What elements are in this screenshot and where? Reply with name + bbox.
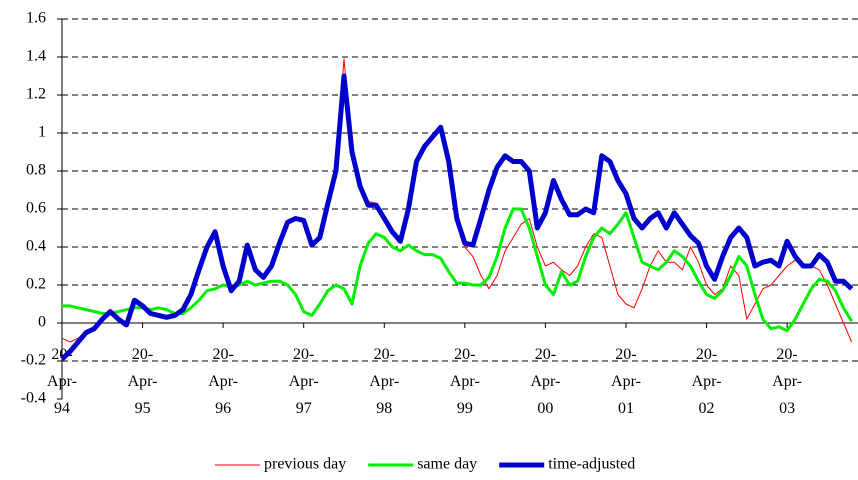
x-tick-label-part: 20- xyxy=(454,346,475,363)
x-tick-label-part: 94 xyxy=(54,400,70,417)
x-tick-label-part: Apr- xyxy=(772,373,802,390)
x-tick-label: 20- Apr- 97 xyxy=(289,346,319,417)
y-tick-label: 1.4 xyxy=(26,48,46,65)
x-tick-label-part: 98 xyxy=(376,400,392,417)
x-tick-label-part: 95 xyxy=(135,400,151,417)
x-tick-label-part: Apr- xyxy=(530,373,560,390)
series-line xyxy=(60,73,854,361)
y-tick-label: 1.6 xyxy=(26,10,46,27)
legend: previous day same day time-adjusted xyxy=(215,456,635,473)
x-tick-label-part: 20- xyxy=(374,346,395,363)
y-tick-label: 1.2 xyxy=(26,86,46,103)
x-tick-label-part: Apr- xyxy=(369,373,399,390)
x-tick-label-part: Apr- xyxy=(128,373,158,390)
x-tick-label-part: 20- xyxy=(132,346,153,363)
series-line xyxy=(61,58,853,343)
x-tick-label: 20- Apr- 03 xyxy=(772,346,802,417)
x-tick-label-part: 02 xyxy=(699,400,715,417)
x-tick-label-part: 01 xyxy=(618,400,634,417)
x-tick-label: 20- Apr- 02 xyxy=(692,346,722,417)
x-tick-label: 20- Apr- 98 xyxy=(369,346,399,417)
legend-label: time-adjusted xyxy=(548,456,635,473)
x-tick-label-part: Apr- xyxy=(611,373,641,390)
x-tick-label-part: Apr- xyxy=(692,373,722,390)
y-tick-label: 0.2 xyxy=(26,276,46,293)
y-tick-label: 0.4 xyxy=(26,238,46,255)
x-tick-label-part: Apr- xyxy=(289,373,319,390)
x-tick-label-part: 99 xyxy=(457,400,473,417)
x-tick-label: 20- Apr- 94 xyxy=(47,346,77,417)
x-tick-label: 20- Apr- 99 xyxy=(450,346,480,417)
x-tick-label-part: Apr- xyxy=(450,373,480,390)
y-tick-label: 1 xyxy=(38,124,46,141)
x-tick-label-part: 96 xyxy=(215,400,231,417)
x-tick-label-part: 20- xyxy=(776,346,797,363)
x-tick-label-part: 20- xyxy=(293,346,314,363)
x-tick-label-part: 20- xyxy=(535,346,556,363)
x-tick-label-part: Apr- xyxy=(47,373,77,390)
x-tick-label-part: 20- xyxy=(51,346,72,363)
x-tick-label-part: 20- xyxy=(212,346,233,363)
x-tick-label-part: 97 xyxy=(296,400,312,417)
y-tick-label: 0.8 xyxy=(26,162,46,179)
x-tick-label-part: 03 xyxy=(779,400,795,417)
x-tick-label-part: 20- xyxy=(615,346,636,363)
y-tick-label: -0.4 xyxy=(21,390,46,407)
x-tick-label: 20- Apr- 95 xyxy=(128,346,158,417)
x-tick-label: 20- Apr- 00 xyxy=(530,346,560,417)
y-tick-label: -0.2 xyxy=(21,352,46,369)
x-tick-label-part: 20- xyxy=(696,346,717,363)
y-tick-label: 0.6 xyxy=(26,200,46,217)
legend-label: same day xyxy=(417,456,477,473)
x-tick-label-part: 00 xyxy=(537,400,553,417)
x-tick-label: 20- Apr- 96 xyxy=(208,346,238,417)
legend-label: previous day xyxy=(264,456,346,473)
series-line xyxy=(62,207,853,333)
y-tick-label: 0 xyxy=(38,314,46,331)
x-tick-label-part: Apr- xyxy=(208,373,238,390)
x-tick-label: 20- Apr- 01 xyxy=(611,346,641,417)
